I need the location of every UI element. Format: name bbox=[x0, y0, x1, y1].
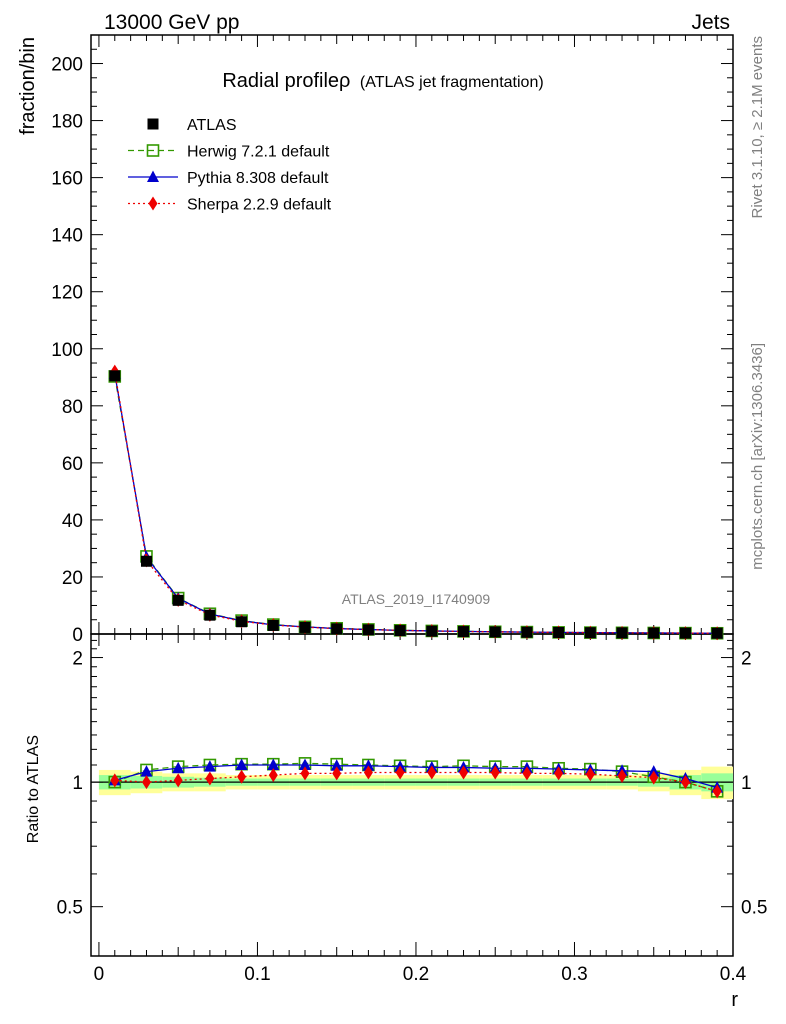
legend-label-herwig: Herwig 7.2.1 default bbox=[187, 144, 330, 161]
main-y-tick-label: 60 bbox=[62, 454, 83, 475]
ratio-point-sherpa bbox=[712, 784, 722, 799]
ratio-point-sherpa bbox=[522, 766, 532, 781]
main-point-atlas bbox=[172, 594, 184, 606]
ratio-point-pythia bbox=[362, 759, 375, 771]
ratio-point-pythia bbox=[235, 758, 248, 770]
main-y-tick-label: 80 bbox=[62, 397, 83, 418]
legend-marker-atlas bbox=[147, 118, 159, 130]
header-left: 13000 GeV pp bbox=[104, 11, 239, 34]
main-point-atlas bbox=[267, 619, 279, 631]
chart-title-line: Radial profileρ (ATLAS jet fragmentation… bbox=[222, 70, 543, 92]
main-point-atlas bbox=[584, 627, 596, 639]
mcplots-label: mcplots.cern.ch [arXiv:1306.3436] bbox=[749, 343, 766, 570]
main-y-tick-label: 40 bbox=[62, 511, 83, 532]
ratio-point-sherpa bbox=[459, 765, 469, 780]
main-point-atlas bbox=[711, 627, 723, 639]
legend-label-pythia: Pythia 8.308 default bbox=[187, 170, 329, 187]
x-tick-label: 0.4 bbox=[720, 964, 747, 985]
ratio-y-tick-label-right: 1 bbox=[741, 773, 752, 794]
main-y-tick-label: 160 bbox=[51, 169, 83, 190]
ratio-point-sherpa bbox=[585, 767, 595, 782]
ratio-point-sherpa bbox=[332, 766, 342, 781]
main-y-tick-label: 200 bbox=[51, 55, 83, 76]
ratio-point-sherpa bbox=[268, 768, 278, 783]
main-point-atlas bbox=[426, 625, 438, 637]
main-y-tick-label: 20 bbox=[62, 568, 83, 589]
ratio-plot-frame bbox=[90, 633, 734, 957]
main-point-atlas bbox=[458, 626, 470, 638]
main-point-atlas bbox=[648, 627, 660, 639]
main-point-atlas bbox=[489, 626, 501, 638]
main-point-atlas bbox=[616, 627, 628, 639]
main-y-axis-label: fraction/bin bbox=[17, 37, 39, 135]
main-y-tick-label: 180 bbox=[51, 112, 83, 133]
ratio-point-sherpa bbox=[363, 765, 373, 780]
ratio-y-tick-label: 1 bbox=[72, 773, 83, 794]
legend-marker-herwig bbox=[146, 144, 160, 157]
legend-label-atlas: ATLAS bbox=[187, 117, 237, 134]
legend-label-sherpa: Sherpa 2.2.9 default bbox=[187, 197, 332, 214]
ratio-point-sherpa bbox=[300, 766, 310, 781]
ratio-series-group bbox=[108, 757, 724, 799]
ratio-series-line-pythia bbox=[114, 764, 718, 789]
ratio-y-tick-label-right: 2 bbox=[741, 649, 752, 670]
ratio-point-sherpa bbox=[237, 769, 247, 784]
main-point-atlas bbox=[553, 626, 565, 638]
main-point-atlas bbox=[521, 626, 533, 638]
main-point-atlas bbox=[362, 624, 374, 636]
ratio-point-pythia bbox=[330, 759, 343, 771]
ratio-y-tick-label-right: 0.5 bbox=[741, 898, 767, 919]
legend-marker-pythia bbox=[147, 170, 159, 182]
ratio-point-pythia bbox=[172, 761, 185, 774]
ratio-y-axis-label: Ratio to ATLAS bbox=[25, 735, 42, 843]
x-tick-label: 0 bbox=[94, 964, 105, 985]
ratio-point-sherpa bbox=[173, 773, 183, 788]
main-y-tick-label: 120 bbox=[51, 283, 83, 304]
x-tick-label: 0.2 bbox=[403, 964, 429, 985]
ratio-point-sherpa bbox=[554, 766, 564, 781]
main-axis-ticks: 0 20 40 60 80 100 120 140 160 180 200 bbox=[51, 35, 734, 646]
ratio-point-sherpa bbox=[490, 765, 500, 780]
chart-title: Radial profileρ bbox=[222, 70, 350, 92]
legend-marker-sherpa bbox=[148, 196, 158, 211]
ratio-point-pythia bbox=[299, 758, 311, 770]
ratio-point-sherpa bbox=[141, 775, 151, 790]
x-tick-label: 0.3 bbox=[561, 964, 587, 985]
ratio-point-sherpa bbox=[617, 768, 627, 783]
ratio-point-pythia bbox=[140, 765, 153, 777]
ratio-y-tick-label: 0.5 bbox=[57, 898, 83, 919]
ratio-y-tick-label: 2 bbox=[72, 649, 83, 670]
x-axis-label: r bbox=[731, 989, 738, 1011]
ratio-point-sherpa bbox=[427, 765, 437, 780]
main-point-atlas bbox=[109, 370, 121, 382]
main-point-atlas bbox=[679, 627, 691, 639]
legend: ATLAS Herwig 7.2.1 default Pythia 8.308 de… bbox=[128, 117, 332, 214]
ratio-series-line-sherpa bbox=[114, 771, 718, 792]
ratio-point-sherpa bbox=[680, 775, 690, 790]
main-point-atlas bbox=[204, 609, 216, 621]
ratio-point-sherpa bbox=[110, 773, 120, 788]
main-y-tick-label: 140 bbox=[51, 226, 83, 247]
ratio-point-sherpa bbox=[395, 765, 405, 780]
main-point-atlas bbox=[394, 625, 406, 637]
analysis-watermark: ATLAS_2019_I1740909 bbox=[342, 591, 491, 607]
main-point-atlas bbox=[236, 616, 248, 628]
main-point-atlas bbox=[331, 623, 343, 635]
chart-subtitle: (ATLAS jet fragmentation) bbox=[360, 74, 544, 91]
main-point-atlas bbox=[299, 621, 311, 633]
header-right: Jets bbox=[691, 11, 730, 34]
main-point-atlas bbox=[140, 555, 152, 567]
main-series-group bbox=[108, 364, 724, 641]
x-tick-label: 0.1 bbox=[244, 964, 270, 985]
ratio-point-pythia bbox=[267, 758, 280, 770]
ratio-axis-ticks: 0.5 0.5 1 1 2 2 0 0.1 0.2 0.3 0.4 bbox=[57, 634, 767, 985]
main-y-tick-label: 100 bbox=[51, 340, 83, 361]
ratio-point-sherpa bbox=[205, 771, 215, 786]
ratio-point-sherpa bbox=[649, 770, 659, 785]
main-y-tick-label: 0 bbox=[72, 625, 83, 646]
ratio-point-pythia bbox=[203, 760, 216, 772]
rivet-label: Rivet 3.1.10, ≥ 2.1M events bbox=[749, 36, 766, 219]
